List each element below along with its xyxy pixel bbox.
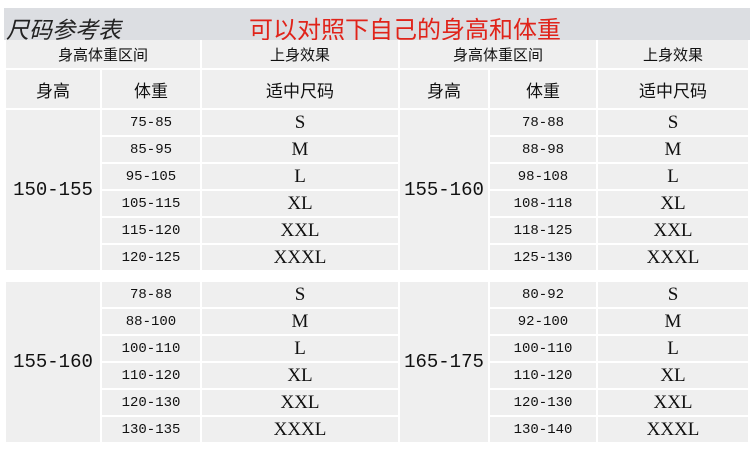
- header-size: 适中尺码: [598, 70, 748, 108]
- weight-range: 78-88: [102, 282, 200, 307]
- weight-range: 108-118: [490, 191, 596, 216]
- size-value: L: [598, 336, 748, 361]
- weight-range: 75-85: [102, 110, 200, 135]
- table-row: 155-160 78-88 S 165-175 80-92 S: [6, 282, 748, 442]
- header-size: 适中尺码: [202, 70, 398, 108]
- size-value: S: [202, 282, 398, 307]
- height-range: 155-160: [400, 110, 488, 270]
- size-value: XL: [202, 191, 398, 216]
- size-value: M: [598, 137, 748, 162]
- weight-range: 88-100: [102, 309, 200, 334]
- weight-range: 120-125: [102, 245, 200, 270]
- table-row: 150-155 75-85 S 155-160 78-88 S: [6, 110, 748, 270]
- weight-range: 130-135: [102, 417, 200, 442]
- weight-range: 115-120: [102, 218, 200, 243]
- size-value: XL: [202, 363, 398, 388]
- size-value: XXXL: [598, 417, 748, 442]
- weight-range: 80-92: [490, 282, 596, 307]
- header-height: 身高: [6, 70, 100, 108]
- header-effect: 上身效果: [202, 40, 398, 68]
- header-weight: 体重: [102, 70, 200, 108]
- weight-range: 130-140: [490, 417, 596, 442]
- size-value: M: [598, 309, 748, 334]
- size-value: L: [598, 164, 748, 189]
- weight-range: 110-120: [102, 363, 200, 388]
- height-range: 165-175: [400, 282, 488, 442]
- table-row: 95-105 L 98-108 L: [6, 164, 748, 189]
- weight-range: 85-95: [102, 137, 200, 162]
- weight-range: 120-130: [490, 390, 596, 415]
- size-value: XL: [598, 191, 748, 216]
- size-value: XL: [598, 363, 748, 388]
- size-value: S: [202, 110, 398, 135]
- header-range: 身高体重区间: [400, 40, 596, 68]
- size-table-header: 身高体重区间 上身效果 身高体重区间 上身效果 身高 体重 适中尺码 身高 体重…: [4, 38, 750, 110]
- weight-range: 100-110: [102, 336, 200, 361]
- table-row: 120-130 XXL 120-130 XXL: [6, 390, 748, 415]
- size-value: XXL: [598, 218, 748, 243]
- size-value: L: [202, 336, 398, 361]
- weight-range: 110-120: [490, 363, 596, 388]
- table-row: 115-120 XXL 118-125 XXL: [6, 218, 748, 243]
- table-row: 120-125 XXXL 125-130 XXXL: [6, 245, 748, 270]
- weight-range: 98-108: [490, 164, 596, 189]
- weight-range: 92-100: [490, 309, 596, 334]
- weight-range: 120-130: [102, 390, 200, 415]
- table-row: 88-100 M 92-100 M: [6, 309, 748, 334]
- weight-range: 95-105: [102, 164, 200, 189]
- size-value: XXXL: [598, 245, 748, 270]
- size-block-1: 150-155 75-85 S 155-160 78-88 S 85-95 M 88-98 M 95…: [4, 108, 750, 272]
- height-range: 150-155: [6, 110, 100, 270]
- size-value: XXL: [202, 218, 398, 243]
- height-range: 155-160: [6, 282, 100, 442]
- size-value: M: [202, 309, 398, 334]
- size-value: XXL: [202, 390, 398, 415]
- weight-range: 118-125: [490, 218, 596, 243]
- size-value: L: [202, 164, 398, 189]
- weight-range: 125-130: [490, 245, 596, 270]
- table-row: 110-120 XL 110-120 XL: [6, 363, 748, 388]
- table-row: 105-115 XL 108-118 XL: [6, 191, 748, 216]
- table-row: 130-135 XXXL 130-140 XXXL: [6, 417, 748, 442]
- header-effect: 上身效果: [598, 40, 748, 68]
- size-block-2: 155-160 78-88 S 165-175 80-92 S 88-100 M 92-100 M…: [4, 280, 750, 444]
- size-value: XXXL: [202, 245, 398, 270]
- weight-range: 78-88: [490, 110, 596, 135]
- size-value: S: [598, 110, 748, 135]
- table-row: 85-95 M 88-98 M: [6, 137, 748, 162]
- title-bar: 尺码参考表 可以对照下自己的身高和体重: [4, 8, 750, 44]
- size-value: M: [202, 137, 398, 162]
- size-value: XXXL: [202, 417, 398, 442]
- weight-range: 105-115: [102, 191, 200, 216]
- size-value: XXL: [598, 390, 748, 415]
- header-height: 身高: [400, 70, 488, 108]
- table-row: 100-110 L 100-110 L: [6, 336, 748, 361]
- weight-range: 100-110: [490, 336, 596, 361]
- weight-range: 88-98: [490, 137, 596, 162]
- header-range: 身高体重区间: [6, 40, 200, 68]
- header-weight: 体重: [490, 70, 596, 108]
- size-value: S: [598, 282, 748, 307]
- page-title: 尺码参考表: [6, 18, 121, 44]
- page-subtitle: 可以对照下自己的身高和体重: [249, 16, 561, 44]
